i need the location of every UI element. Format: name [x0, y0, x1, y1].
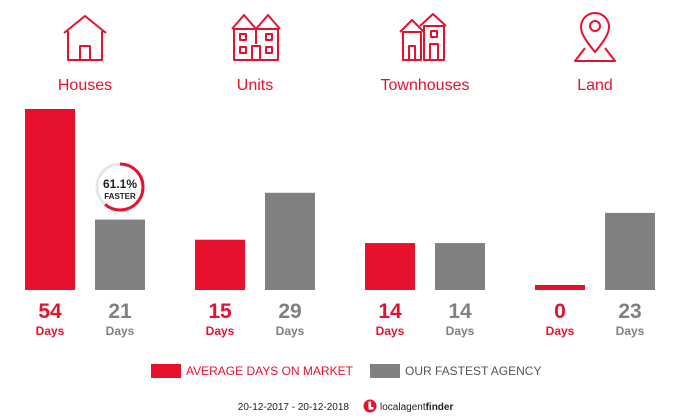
value-labels-layer: 54Days15Days14Days0Days21Days29Days14Day…: [36, 300, 645, 338]
category-label-houses: Houses: [58, 77, 112, 94]
bar-units-fastest: [265, 192, 315, 290]
unit-label-units-average: Days: [206, 324, 235, 338]
value-label-units-fastest: 29: [278, 300, 301, 323]
bar-houses-fastest: [95, 219, 145, 290]
category-label-units: Units: [237, 77, 273, 94]
localagentfinder-logo-icon: [363, 399, 377, 413]
faster-badge: 61.1%FASTER: [95, 162, 145, 212]
legend-label-fastest: OUR FASTEST AGENCY: [405, 364, 541, 378]
value-label-units-average: 15: [208, 300, 232, 323]
townhouses-icon: [399, 13, 447, 61]
value-label-houses-fastest: 21: [108, 300, 132, 323]
badge-background: [95, 162, 145, 212]
value-label-land-average: 0: [554, 300, 566, 323]
category-label-townhouses: Townhouses: [381, 77, 470, 94]
bar-houses-average: [25, 109, 75, 290]
bar-land-average: [535, 285, 585, 290]
value-label-townhouses-average: 14: [378, 300, 402, 323]
bars-layer: [25, 109, 655, 290]
value-label-houses-average: 54: [38, 300, 62, 323]
bar-land-fastest: [605, 212, 655, 290]
badge-label: FASTER: [104, 192, 136, 201]
legend-swatch-average: [151, 364, 181, 378]
map-pin-icon: [574, 12, 616, 62]
footer: 20-12-2017 - 20-12-2018 localagentfinder: [238, 399, 453, 413]
unit-label-land-fastest: Days: [616, 324, 645, 338]
bar-townhouses-fastest: [435, 243, 485, 290]
legend: AVERAGE DAYS ON MARKET OUR FASTEST AGENC…: [151, 364, 541, 378]
badge-percent: 61.1%: [103, 177, 137, 191]
date-range: 20-12-2017 - 20-12-2018: [238, 402, 350, 413]
house-icon: [63, 15, 107, 61]
unit-label-houses-fastest: Days: [106, 324, 135, 338]
bar-units-average: [195, 239, 245, 290]
unit-label-townhouses-average: Days: [376, 324, 405, 338]
units-building-icon: [231, 14, 281, 61]
unit-label-houses-average: Days: [36, 324, 65, 338]
unit-label-land-average: Days: [546, 324, 575, 338]
legend-label-average: AVERAGE DAYS ON MARKET: [186, 364, 354, 378]
value-label-townhouses-fastest: 14: [448, 300, 472, 323]
brand-name: localagentfinder: [380, 402, 453, 413]
category-label-land: Land: [577, 77, 613, 94]
badge-ring-progress: [95, 162, 145, 212]
bar-townhouses-average: [365, 243, 415, 290]
value-label-land-fastest: 23: [618, 300, 641, 323]
legend-swatch-fastest: [370, 364, 400, 378]
unit-label-units-fastest: Days: [276, 324, 305, 338]
unit-label-townhouses-fastest: Days: [446, 324, 475, 338]
